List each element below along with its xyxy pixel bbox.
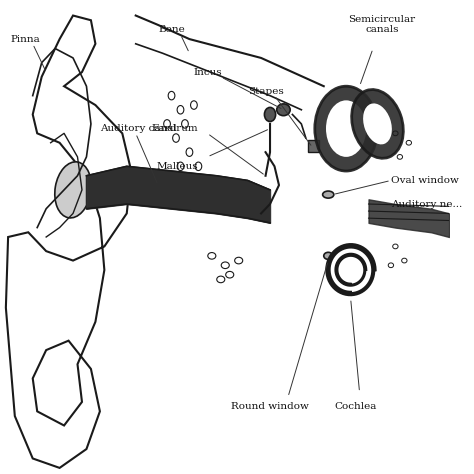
Text: Stapes: Stapes xyxy=(248,87,283,96)
Ellipse shape xyxy=(324,252,333,259)
Ellipse shape xyxy=(315,86,377,171)
Text: Round window: Round window xyxy=(231,402,309,411)
Ellipse shape xyxy=(326,100,366,157)
Text: Incus: Incus xyxy=(193,68,222,77)
Ellipse shape xyxy=(352,90,403,158)
Text: Bone: Bone xyxy=(158,26,185,35)
Text: Cochlea: Cochlea xyxy=(334,402,376,411)
Ellipse shape xyxy=(264,108,275,121)
Ellipse shape xyxy=(55,162,91,218)
Ellipse shape xyxy=(323,191,334,198)
Bar xyxy=(308,140,319,152)
Text: Pinna: Pinna xyxy=(10,35,40,44)
Text: Semicircular
canals: Semicircular canals xyxy=(348,15,416,35)
Text: Oval window: Oval window xyxy=(391,176,459,185)
Text: Auditory canal: Auditory canal xyxy=(100,124,177,133)
Polygon shape xyxy=(86,166,270,223)
Polygon shape xyxy=(6,16,131,468)
Ellipse shape xyxy=(277,104,290,116)
Text: Auditory ne...: Auditory ne... xyxy=(391,200,462,209)
Text: Eardrum: Eardrum xyxy=(152,124,199,133)
Ellipse shape xyxy=(363,103,392,145)
Text: Malleus: Malleus xyxy=(157,162,199,171)
